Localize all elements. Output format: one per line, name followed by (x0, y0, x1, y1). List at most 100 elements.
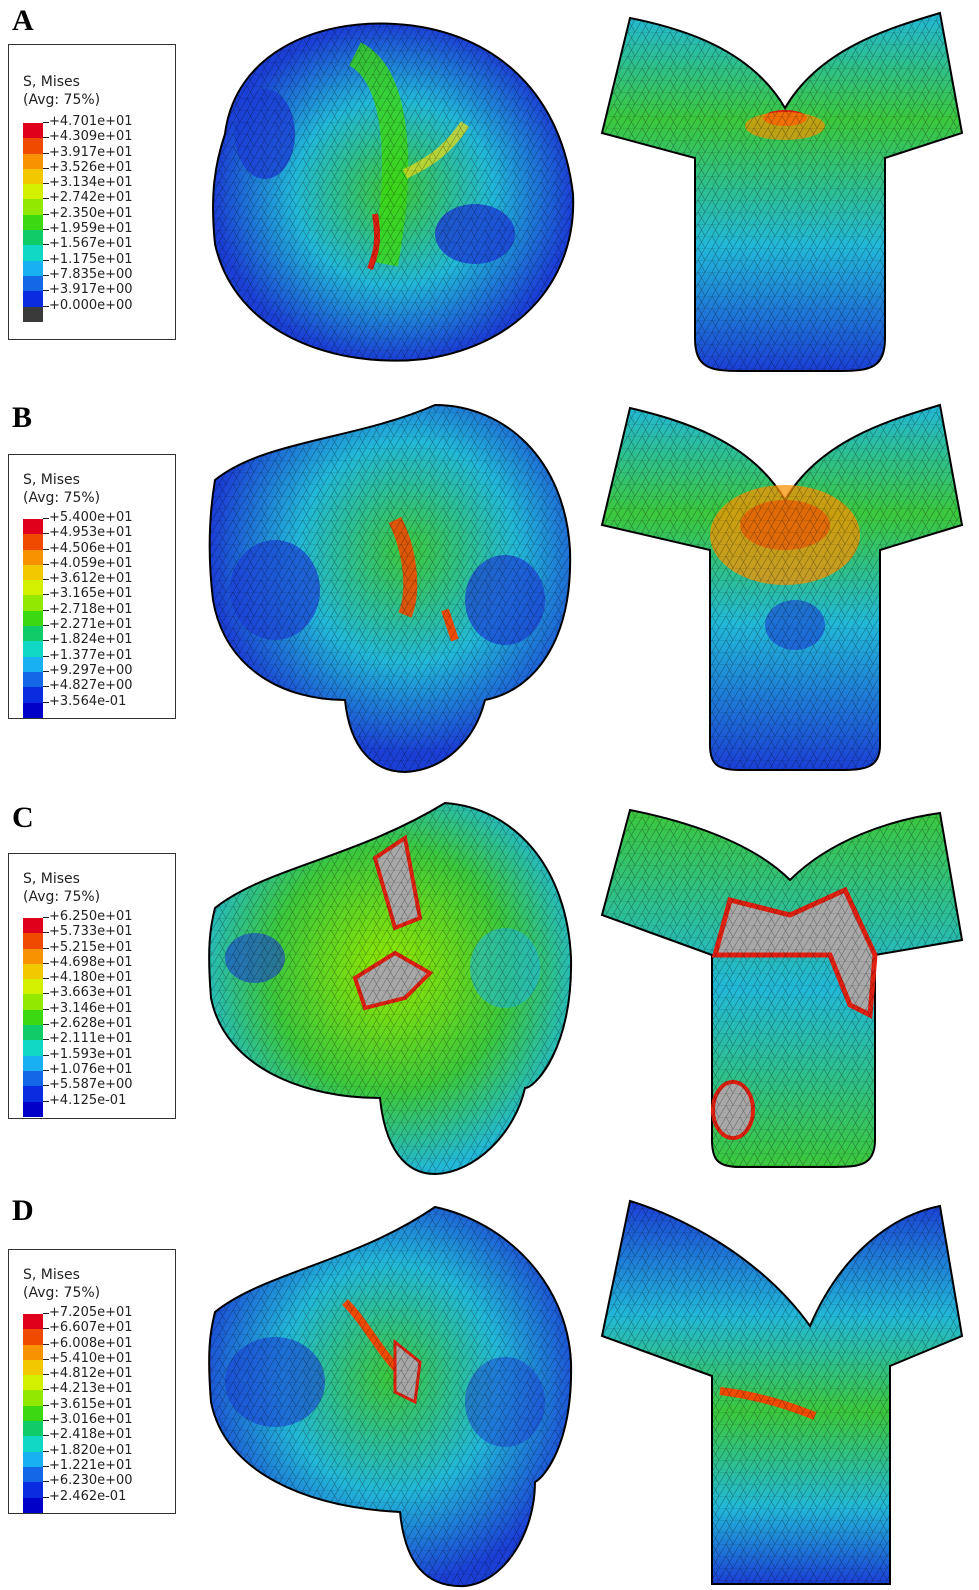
legend-tick (43, 1389, 49, 1391)
legend-value: +2.350e+01 (49, 205, 133, 221)
legend-swatch (23, 1009, 43, 1026)
legend-tick (43, 274, 49, 276)
legend-title: S, Mises (Avg: 75%) (23, 1266, 100, 1302)
legend-swatch (23, 1497, 43, 1513)
legend-value: +1.567e+01 (49, 236, 133, 252)
legend-value: +1.175e+01 (49, 251, 133, 267)
legend-value: +4.125e-01 (49, 1092, 127, 1108)
legend-value: +9.297e+00 (49, 662, 133, 678)
legend-swatch (23, 1040, 43, 1056)
crown-occlusal-view (205, 400, 575, 775)
legend-swatch (23, 1359, 43, 1376)
legend-tick (43, 518, 49, 519)
legend-swatch (23, 641, 43, 657)
legend-swatch (23, 1344, 43, 1360)
legend-swatch (23, 1436, 43, 1452)
legend-tick (43, 579, 49, 581)
legend-value: +1.820e+01 (49, 1442, 133, 1458)
legend-swatch (23, 671, 43, 688)
legend-value: +4.309e+01 (49, 129, 133, 145)
legend-swatch (23, 1390, 43, 1406)
legend-value: +3.526e+01 (49, 159, 133, 175)
legend-value: +4.827e+00 (49, 678, 133, 694)
legend-swatch (23, 1070, 43, 1087)
legend-swatch (23, 260, 43, 276)
legend-tick (43, 563, 49, 565)
legend-value: +3.917e+00 (49, 282, 133, 298)
legend-tick (43, 609, 49, 611)
legend-value: +4.953e+01 (49, 525, 133, 541)
legend-value: +3.615e+01 (49, 1396, 133, 1412)
legend-value: +3.146e+01 (49, 1000, 133, 1016)
legend-tick (43, 152, 49, 154)
legend-swatch (23, 1025, 43, 1041)
legend-tick (43, 1420, 49, 1422)
legend-value: +6.607e+01 (49, 1320, 133, 1336)
legend-title: S, Mises (Avg: 75%) (23, 870, 100, 906)
crown-cross-section (600, 805, 965, 1170)
legend-swatch (23, 626, 43, 642)
legend-value: +2.271e+01 (49, 617, 133, 633)
legend-tick (43, 1085, 49, 1087)
legend-swatch (23, 610, 43, 627)
legend-tick (43, 993, 49, 995)
legend-swatch (23, 275, 43, 292)
legend-tick (43, 670, 49, 672)
legend-value: +4.812e+01 (49, 1366, 133, 1382)
legend-value: +4.059e+01 (49, 555, 133, 571)
legend-swatch (23, 918, 43, 934)
legend-tick (43, 533, 49, 535)
legend-tick (43, 978, 49, 980)
legend-swatch (23, 1375, 43, 1391)
legend-value: +1.377e+01 (49, 647, 133, 663)
panel-letter: C (12, 801, 34, 834)
stress-legend: S, Mises (Avg: 75%) +7.205e+01 +6.607e+01… (8, 1249, 176, 1514)
legend-value: +1.221e+01 (49, 1457, 133, 1473)
legend-title: S, Mises (Avg: 75%) (23, 471, 100, 507)
crown-cross-section (600, 8, 965, 376)
panel-letter: D (12, 1194, 34, 1227)
legend-tick (43, 594, 49, 596)
legend-title-line1: S, Mises (23, 871, 80, 887)
legend-tick (43, 1358, 49, 1360)
legend-value: +5.733e+01 (49, 924, 133, 940)
stress-legend: S, Mises (Avg: 75%) +5.400e+01 +4.953e+01… (8, 454, 176, 719)
legend-tick (43, 1100, 49, 1102)
legend-value: +6.250e+01 (49, 909, 133, 924)
legend-swatch (23, 564, 43, 581)
crown-cross-section (600, 400, 965, 772)
legend-swatch (23, 1314, 43, 1330)
legend-tick (43, 1313, 49, 1314)
legend-tick (43, 1343, 49, 1345)
legend-swatch (23, 656, 43, 672)
legend-swatch (23, 979, 43, 995)
legend-value: +5.400e+01 (49, 510, 133, 525)
crown-occlusal-view (205, 1202, 575, 1588)
legend-swatch (23, 994, 43, 1010)
legend-title-line2: (Avg: 75%) (23, 92, 101, 108)
legend-swatch (23, 230, 43, 246)
legend-swatch (23, 199, 43, 215)
legend-swatch (23, 245, 43, 261)
legend-tick (43, 1465, 49, 1467)
legend-tick (43, 701, 49, 703)
legend-value: +2.418e+01 (49, 1427, 133, 1443)
legend-title-line1: S, Mises (23, 1267, 80, 1283)
legend-swatch (23, 933, 43, 949)
crown-cross-section (600, 1196, 965, 1586)
legend-value: +7.835e+00 (49, 266, 133, 282)
legend-value: +2.718e+01 (49, 601, 133, 617)
panel-c: C S, Mises (Avg: 75%) +6.250e+01 +5.733e+… (0, 795, 979, 1180)
legend-value: +4.701e+01 (49, 114, 133, 129)
legend-value: +2.111e+01 (49, 1031, 133, 1047)
legend-value: +3.016e+01 (49, 1412, 133, 1428)
legend-value: +3.134e+01 (49, 175, 133, 191)
legend-tick (43, 625, 49, 627)
legend-swatch (23, 168, 43, 185)
panel-a: A S, Mises (Avg: 75%) +4.701e+01 +4.309e+… (0, 0, 979, 385)
legend-tick (43, 290, 49, 292)
crown-occlusal-view (205, 798, 575, 1178)
legend-tick (43, 229, 49, 231)
legend-tick (43, 917, 49, 918)
legend-swatch (23, 184, 43, 200)
